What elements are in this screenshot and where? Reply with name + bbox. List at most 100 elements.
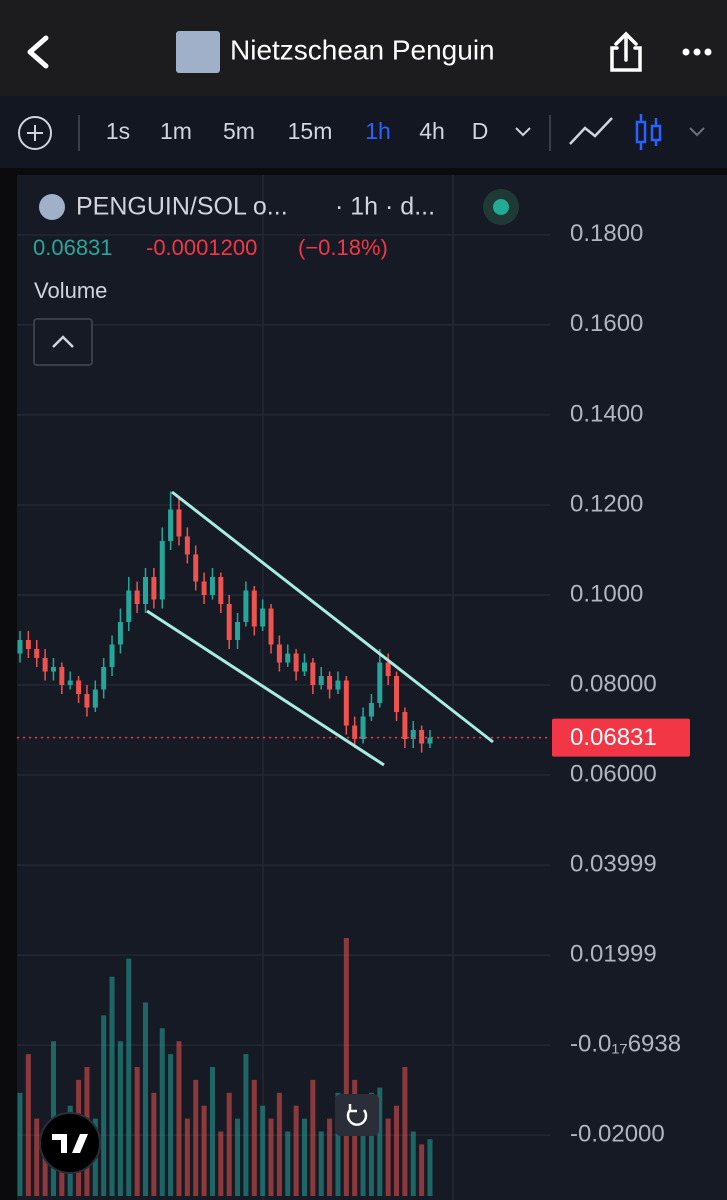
trend-line-lower[interactable] (146, 609, 385, 767)
volume-bar (419, 1144, 425, 1196)
status-dot (493, 199, 509, 215)
volume-bar (352, 1079, 358, 1196)
volume-bar (218, 1131, 224, 1196)
candle-body (285, 653, 291, 663)
candle-body (293, 653, 299, 672)
volume-bar (335, 1092, 341, 1196)
more-button[interactable] (682, 48, 712, 56)
candle-body (34, 649, 40, 659)
candle-body (251, 590, 257, 627)
toolbar (0, 96, 727, 168)
candle-body (117, 622, 123, 645)
candle-body (310, 662, 316, 686)
y-tick-label: 0.1800 (570, 220, 643, 247)
volume-bar (243, 1054, 249, 1196)
candle-style-button[interactable] (635, 114, 662, 150)
candle-body (243, 590, 249, 623)
interval-group: 1s 1m 5m 15m 1h 4h D (106, 118, 488, 144)
y-tick-label: 0.1600 (570, 310, 643, 337)
interval-button[interactable]: 5m (223, 118, 255, 144)
interval-button[interactable]: 1m (160, 118, 192, 144)
style-dropdown[interactable] (689, 127, 705, 137)
volume-bar (34, 1118, 40, 1196)
candle-body (168, 509, 174, 541)
volume-bar (427, 1139, 433, 1196)
share-button[interactable] (610, 31, 642, 72)
add-icon (27, 125, 43, 141)
volume-bar (377, 1087, 383, 1196)
candle-body (176, 509, 182, 537)
volume-bar (176, 1041, 182, 1196)
volume-bar (402, 1067, 408, 1196)
interval-text: · 1h · d... (335, 193, 435, 221)
candle-body (343, 680, 349, 726)
candle-body (101, 667, 107, 690)
interval-dropdown[interactable] (515, 127, 531, 137)
candle-body (394, 676, 400, 713)
volume-bar (143, 1002, 149, 1196)
candle-body (318, 676, 324, 686)
symbol-icon (39, 194, 65, 220)
candle-body (67, 680, 73, 686)
volume-bar (310, 1079, 316, 1196)
candle-body (410, 730, 416, 740)
candle-body (159, 540, 165, 600)
trend-line-upper[interactable] (171, 490, 494, 744)
candle-body (327, 676, 333, 690)
candle-body (134, 590, 140, 604)
y-tick-label: 0.1200 (570, 490, 643, 517)
candle-body (335, 680, 341, 690)
change: -0.0001200 (146, 235, 257, 260)
last-price-label: 0.06831 (570, 724, 657, 751)
interval-button[interactable]: 15m (288, 118, 333, 144)
back-button[interactable] (27, 35, 49, 69)
interval-button[interactable]: 4h (419, 118, 445, 144)
volume-bar (209, 1067, 215, 1196)
y-tick-label: 0.08000 (570, 670, 657, 697)
collapse-button[interactable] (33, 318, 93, 366)
candle-body (377, 662, 383, 704)
volume-label: Volume (34, 278, 107, 303)
volume-bar (251, 1079, 257, 1196)
candle-body (301, 662, 307, 672)
tradingview-logo[interactable] (39, 1112, 101, 1174)
token-avatar (176, 31, 220, 73)
candle-body (218, 576, 224, 604)
candle-body (143, 576, 149, 604)
volume-bar (134, 1067, 140, 1196)
last-close: 0.06831 (33, 235, 113, 260)
last-price-tag (552, 718, 690, 757)
interval-button[interactable]: D (472, 118, 489, 144)
volume-bar (360, 1105, 366, 1196)
volume-bar (410, 1131, 416, 1196)
candle-body (276, 644, 282, 663)
volume-bar (201, 1105, 207, 1196)
top-bar (0, 0, 727, 96)
candle-body (268, 608, 274, 645)
interval-button[interactable]: 1h (365, 118, 391, 144)
y-tick-label: 0.03999 (570, 850, 657, 877)
volume-bar (25, 1054, 31, 1196)
change-pct: (−0.18%) (298, 235, 388, 260)
volume-bar (17, 1092, 23, 1196)
candle-body (260, 608, 266, 627)
page-title: Nietzschean Penguin (230, 34, 495, 65)
volume-bar (368, 1092, 374, 1196)
y-tick-label: -0.0₁₇6938 (570, 1030, 681, 1057)
candle-body (50, 667, 56, 672)
volume-bar (168, 1054, 174, 1196)
volume-bar (235, 1118, 241, 1196)
add-indicator[interactable] (18, 116, 52, 150)
y-tick-label: 0.01999 (570, 941, 657, 968)
candle-body (419, 730, 425, 744)
line-style-button[interactable] (569, 117, 613, 145)
volume-bar (109, 976, 115, 1196)
candle-body (385, 662, 391, 677)
candle-body (226, 603, 232, 641)
volume-bar (276, 1092, 282, 1196)
reset-button[interactable] (335, 1094, 379, 1136)
volume-bar (42, 1131, 48, 1196)
candle-body (42, 658, 48, 672)
interval-button[interactable]: 1s (106, 118, 130, 144)
